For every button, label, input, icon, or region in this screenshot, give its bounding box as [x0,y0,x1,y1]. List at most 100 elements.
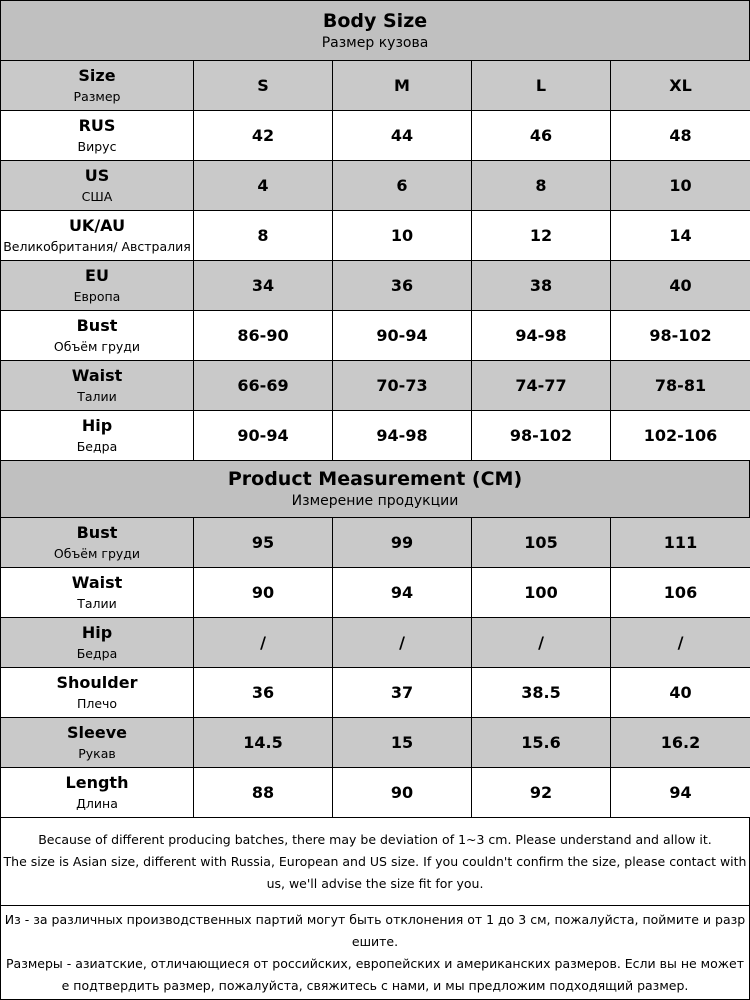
row-sublabel: Вирус [77,138,117,154]
value-cell: 106 [610,567,750,618]
row-label-cell: Hip Бедра [0,410,194,461]
section-title: Product Measurement (CM) [227,468,523,490]
cell-value: 36 [251,683,275,702]
row-label: Sleeve [67,722,127,742]
row-sublabel: США [81,188,113,204]
row-label: US [84,165,110,185]
note-text: Because of different producing batches, … [38,831,712,847]
row-label: Bust [76,315,118,335]
value-cell: 42 [193,110,333,161]
cell-value: 8 [535,176,547,195]
row-label-cell: EU Европа [0,260,194,311]
note-text: Размеры - азиатские, отличающиеся от рос… [6,955,744,993]
row-sublabel: Европа [73,288,121,304]
cell-value: 38.5 [521,683,561,702]
cell-value: S [257,76,269,95]
cell-value: 16.2 [660,733,701,752]
row-label: UK/AU [68,215,126,235]
cell-value: M [394,76,410,95]
value-cell: 44 [332,110,472,161]
value-cell: 86-90 [193,310,333,361]
cell-value: 98-102 [509,426,573,445]
cell-value: 105 [524,533,558,552]
value-cell: 46 [471,110,611,161]
value-cell: 90-94 [332,310,472,361]
cell-value: 74-77 [515,376,567,395]
cell-value: 12 [529,226,553,245]
row-label: Shoulder [56,672,138,692]
value-cell: 100 [471,567,611,618]
cell-value: 66-69 [237,376,289,395]
cell-value: 90 [390,783,414,802]
value-cell: 36 [332,260,472,311]
row-label: Size [78,65,116,85]
row-sublabel: Длина [76,795,118,811]
cell-value: / [677,633,684,652]
cell-value: 95 [251,533,275,552]
value-cell: 111 [610,517,750,568]
row-label: Waist [71,365,123,385]
value-cell: XL [610,60,750,111]
value-cell: 6 [332,160,472,211]
value-cell: 34 [193,260,333,311]
value-cell: S [193,60,333,111]
cell-value: 38 [529,276,553,295]
cell-value: 40 [669,276,692,295]
cell-value: 10 [669,176,692,195]
cell-value: 102-106 [643,426,718,445]
section-subtitle: Размер кузова [321,34,429,51]
cell-value: 40 [669,683,692,702]
value-cell: 92 [471,767,611,818]
cell-value: 94-98 [376,426,428,445]
cell-value: 70-73 [376,376,428,395]
row-label-cell: Waist Талии [0,360,194,411]
cell-value: 14 [669,226,692,245]
cell-value: XL [669,76,692,95]
row-label: Bust [76,522,118,542]
cell-value: L [535,76,547,95]
row-label-cell: Sleeve Рукав [0,717,194,768]
value-cell: / [193,617,333,668]
cell-value: 111 [663,533,698,552]
section-header: Body Size Размер кузова [0,0,750,61]
value-cell: 95 [193,517,333,568]
row-label-cell: Shoulder Плечо [0,667,194,718]
row-sublabel: Талии [77,595,117,611]
value-cell: / [471,617,611,668]
value-cell: 94-98 [471,310,611,361]
row-label-cell: Size Размер [0,60,194,111]
value-cell: 15.6 [471,717,611,768]
value-cell: / [610,617,750,668]
cell-value: 90-94 [237,426,289,445]
note-box: Because of different producing batches, … [0,817,750,906]
row-sublabel: Бедра [76,438,118,454]
value-cell: 15 [332,717,472,768]
cell-value: 86-90 [237,326,289,345]
cell-value: 10 [390,226,414,245]
value-cell: 105 [471,517,611,568]
section-title: Body Size [322,9,428,32]
row-label: Waist [71,572,123,592]
value-cell: L [471,60,611,111]
row-sublabel: Рукав [78,745,116,761]
cell-value: 90-94 [376,326,428,345]
value-cell: 94 [332,567,472,618]
value-cell: / [332,617,472,668]
value-cell: M [332,60,472,111]
cell-value: 36 [390,276,414,295]
row-sublabel: Великобритания/ Австралия [3,238,191,254]
cell-value: 34 [251,276,275,295]
row-sublabel: Талии [77,388,117,404]
note-box: Из - за различных производственных парти… [0,905,750,1000]
value-cell: 38 [471,260,611,311]
cell-value: 100 [524,583,558,602]
value-cell: 70-73 [332,360,472,411]
row-sublabel: Объём груди [53,338,141,354]
cell-value: 92 [529,783,553,802]
cell-value: 15.6 [521,733,561,752]
value-cell: 66-69 [193,360,333,411]
row-label-cell: Waist Талии [0,567,194,618]
cell-value: 14.5 [243,733,283,752]
value-cell: 98-102 [471,410,611,461]
